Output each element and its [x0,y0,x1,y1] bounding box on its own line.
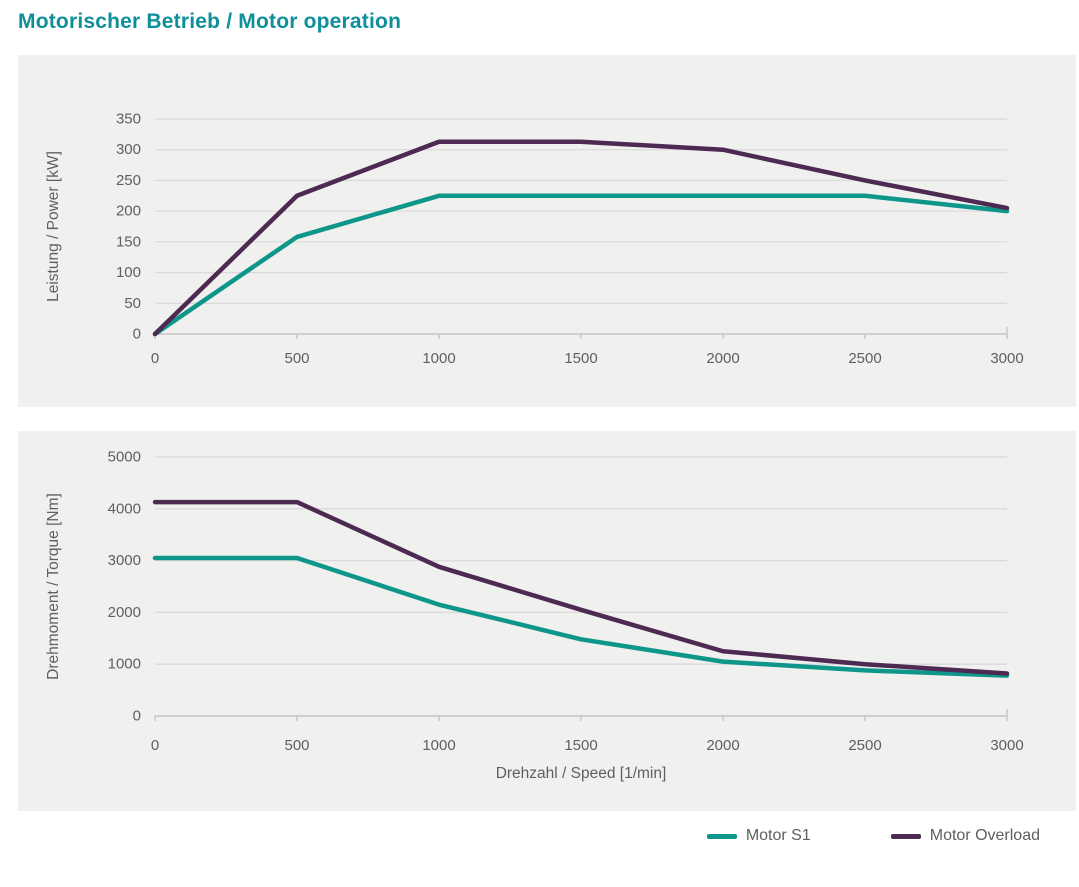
legend-item-motor-overload: Motor Overload [890,827,1040,845]
svg-text:1500: 1500 [564,737,597,754]
svg-text:50: 50 [124,295,141,312]
torque-chart-panel: 0 1000 2000 3000 4000 5000 0 500 1000 1500 2000 250… [18,431,1076,811]
svg-text:3000: 3000 [990,350,1023,367]
power-chart: 0 50 100 150 200 250 300 350 0 500 1000 1500 2000 250… [45,111,1024,368]
torque-chart: 0 1000 2000 3000 4000 5000 0 500 1000 1500 2000 250… [45,449,1024,783]
svg-text:200: 200 [116,203,141,220]
svg-text:Drehmoment / Torque [Nm]: Drehmoment / Torque [Nm] [45,493,62,680]
svg-text:2000: 2000 [706,737,739,754]
motor-overload-label: Motor Overload [929,827,1040,844]
svg-text:Drehzahl / Speed [1/min]: Drehzahl / Speed [1/min] [496,765,667,782]
svg-text:250: 250 [116,172,141,189]
power-chart-panel: 0 50 100 150 200 250 300 350 0 500 1000 1500 2000 250… [18,55,1076,407]
svg-text:500: 500 [284,350,309,367]
svg-text:0: 0 [133,708,141,725]
svg-text:Leistung / Power [kW]: Leistung / Power [kW] [45,151,62,302]
svg-text:1000: 1000 [108,656,141,673]
svg-text:0: 0 [151,350,159,367]
svg-text:3000: 3000 [108,552,141,569]
svg-text:0: 0 [151,737,159,754]
svg-text:500: 500 [284,737,309,754]
svg-text:350: 350 [116,111,141,128]
svg-text:300: 300 [116,141,141,158]
svg-text:2000: 2000 [108,604,141,621]
motor-overload-line-swatch [890,833,921,839]
motor-s1-line-swatch [706,833,737,839]
svg-text:100: 100 [116,264,141,281]
svg-text:1000: 1000 [422,350,455,367]
svg-text:2500: 2500 [848,737,881,754]
svg-text:150: 150 [116,233,141,250]
svg-text:3000: 3000 [990,737,1023,754]
svg-text:1000: 1000 [422,737,455,754]
motor-s1-label: Motor S1 [745,827,811,844]
svg-text:5000: 5000 [108,449,141,466]
page-title: Motorischer Betrieb / Motor operation [18,10,402,33]
svg-text:4000: 4000 [108,500,141,517]
svg-text:0: 0 [133,326,141,343]
legend-item-motor-s1: Motor S1 [706,827,811,845]
chart-legend: Motor S1 Motor Overload [18,827,1076,845]
svg-text:2500: 2500 [848,350,881,367]
svg-text:2000: 2000 [706,350,739,367]
svg-text:1500: 1500 [564,350,597,367]
